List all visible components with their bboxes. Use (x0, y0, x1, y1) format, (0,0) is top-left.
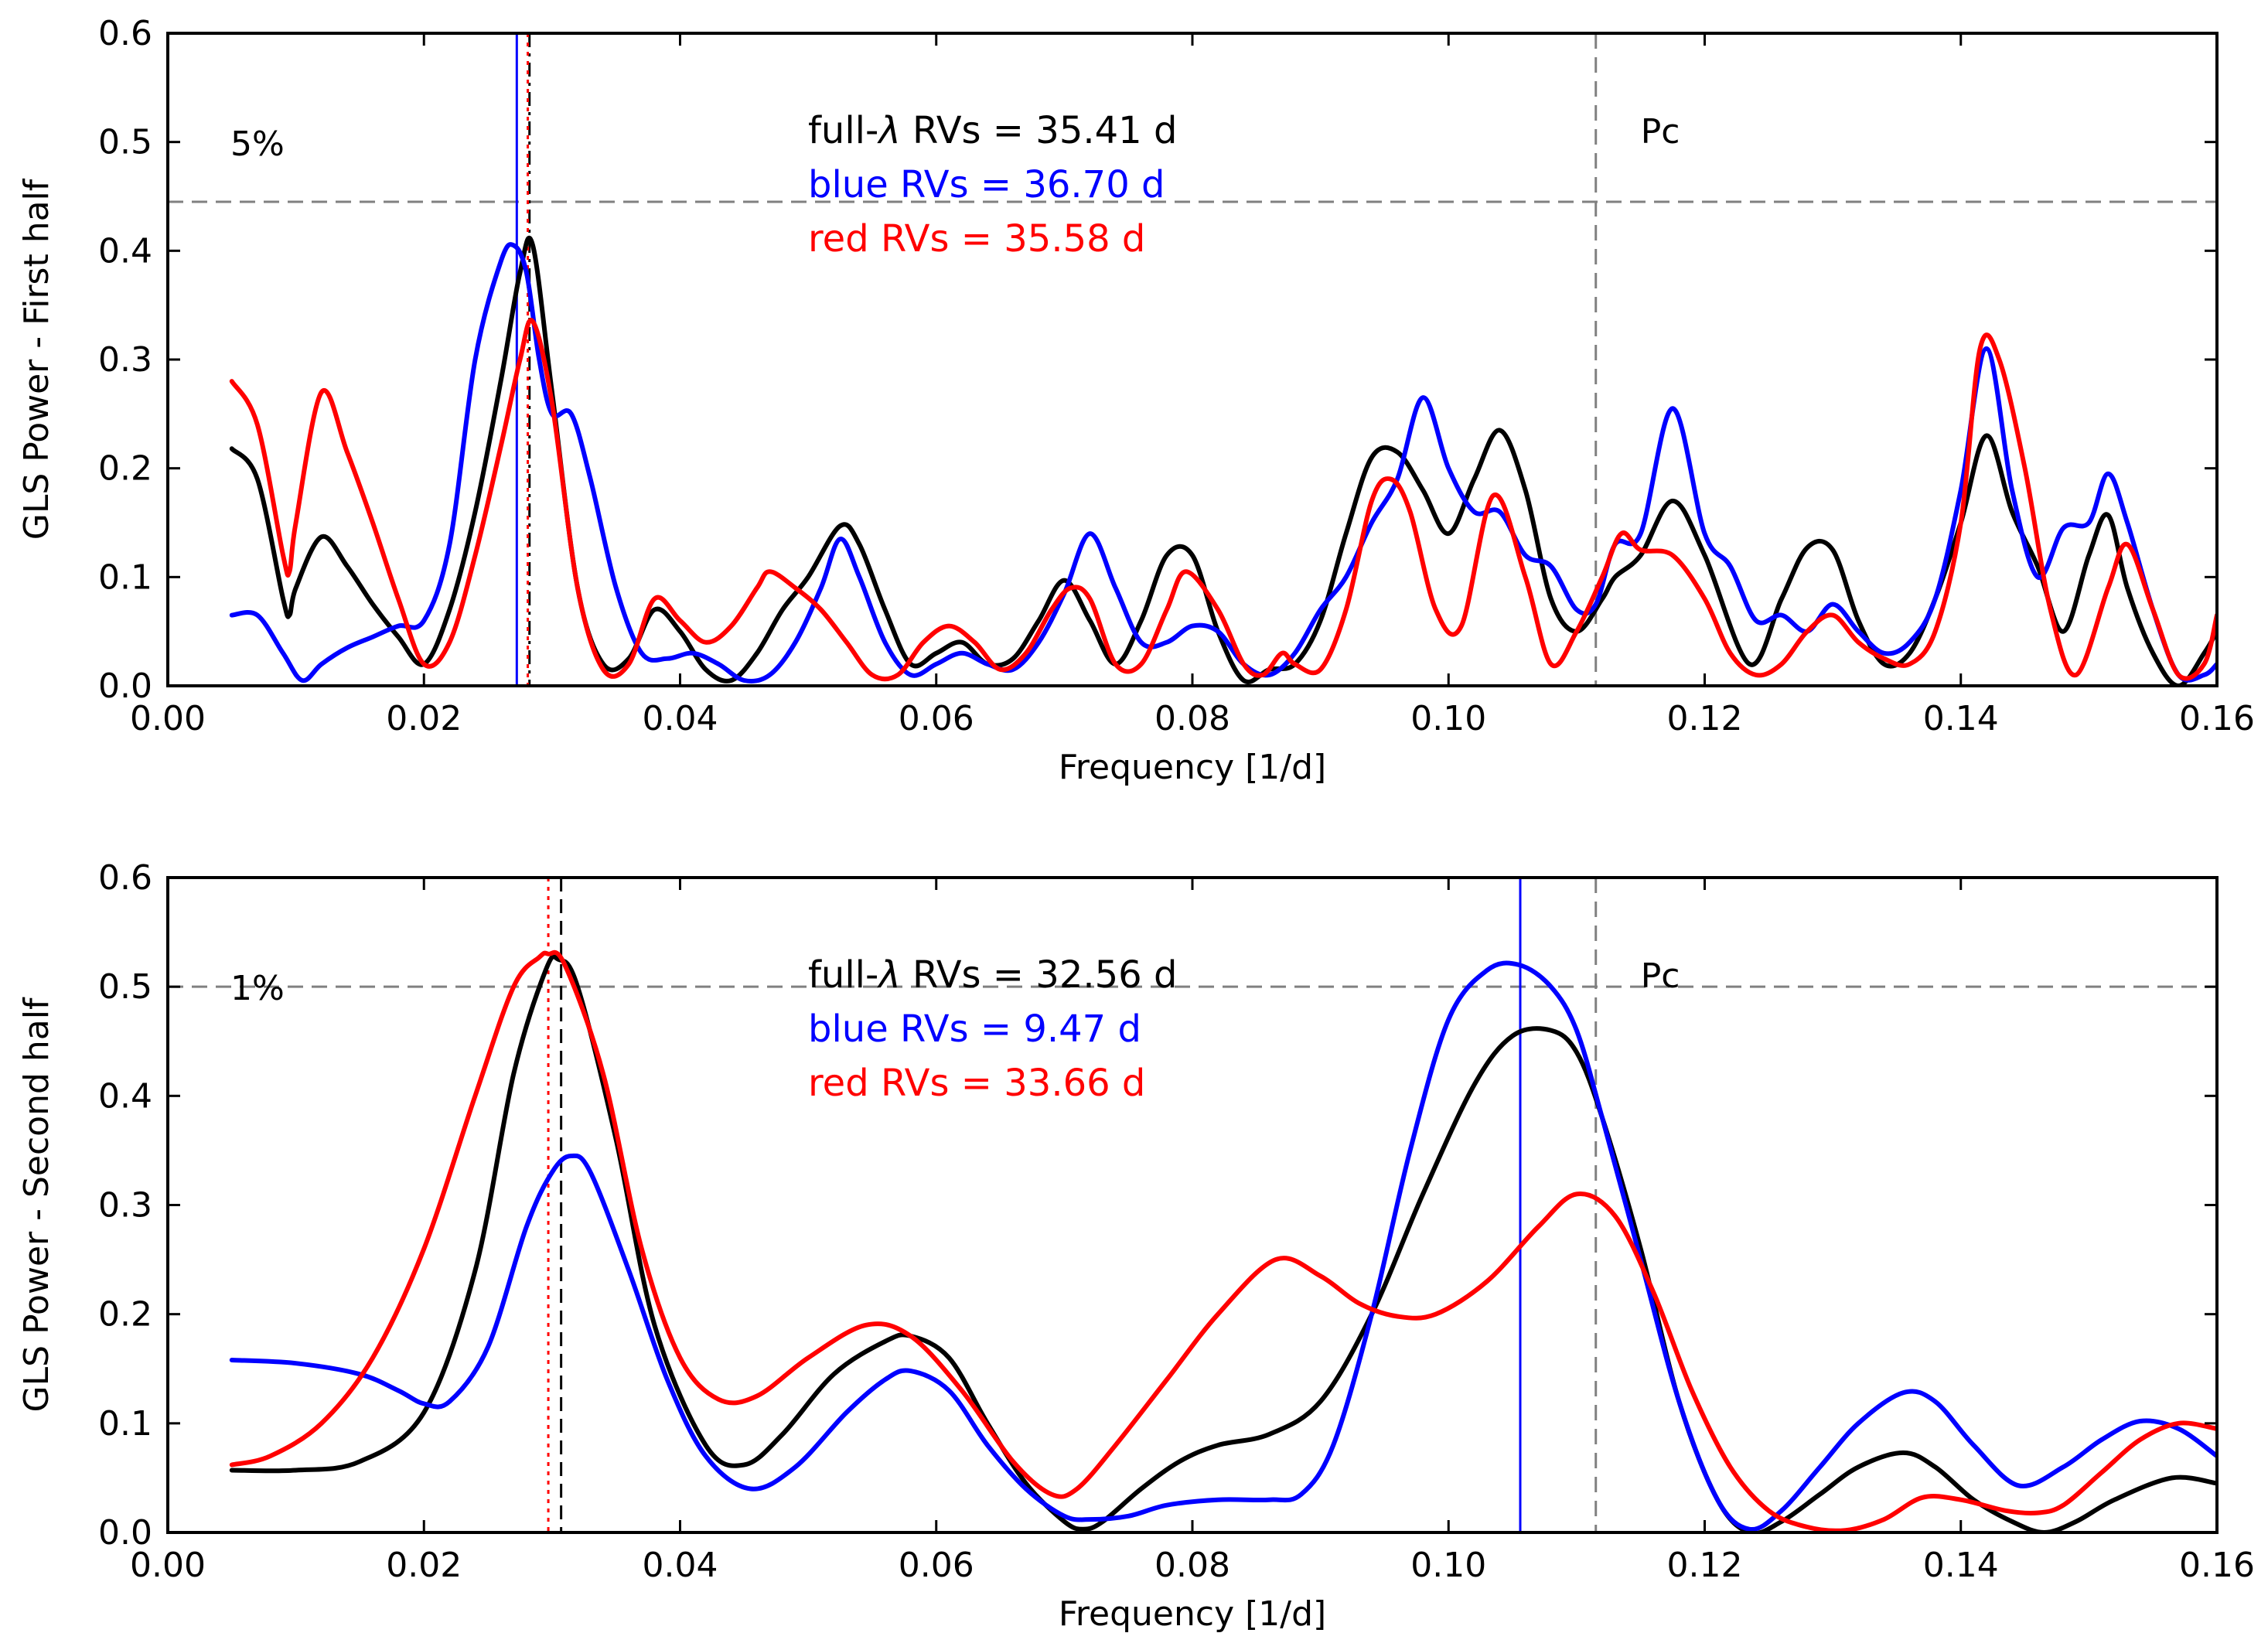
x-tick-label: 0.04 (643, 1546, 718, 1585)
x-tick-label: 0.08 (1154, 1546, 1230, 1585)
x-tick-label: 0.10 (1410, 1546, 1486, 1585)
x-tick-label: 0.16 (2179, 1546, 2255, 1585)
y-tick-label: 0.1 (98, 1404, 152, 1444)
x-tick-label: 0.02 (386, 1546, 462, 1585)
panel-first-half: 0.00 0.02 0.04 0.06 0.08 0.10 0.12 0.14 0.16 0.0 0… (17, 14, 2255, 787)
x-axis-label: Frequency [1/d] (1059, 748, 1326, 787)
fap-label: 5% (230, 124, 285, 164)
x-axis-label: Frequency [1/d] (1059, 1594, 1326, 1634)
series-line-red (229, 318, 2217, 682)
x-tick-label: 0.14 (1923, 699, 1999, 738)
y-tick-label: 0.3 (98, 340, 152, 380)
y-tick-label: 0.6 (98, 14, 152, 53)
legend-full: full-λ RVs = 35.41 d (808, 109, 1177, 152)
axes-frame (166, 876, 2219, 1534)
lambda-symbol: λ (876, 953, 900, 997)
y-tick-label: 0.6 (98, 858, 152, 898)
series-line-full (229, 954, 2217, 1532)
legend-red: red RVs = 33.66 d (808, 1062, 1145, 1105)
y-tick-label: 0.5 (98, 123, 152, 162)
legend-blue: blue RVs = 9.47 d (808, 1007, 1141, 1051)
panel-second-half: 0.00 0.02 0.04 0.06 0.08 0.10 0.12 0.14 0.16 0.0 0… (17, 858, 2255, 1634)
y-tick-label: 0.1 (98, 557, 152, 597)
x-tick-label: 0.00 (130, 1546, 206, 1585)
pc-label: Pc (1641, 956, 1680, 996)
series-line-red (229, 949, 2217, 1532)
legend-prefix: full- (808, 953, 878, 997)
x-tick-label: 0.00 (130, 699, 206, 738)
y-tick-label: 0.5 (98, 967, 152, 1007)
x-tick-label: 0.12 (1667, 699, 1743, 738)
lambda-symbol: λ (876, 109, 900, 152)
legend-value: RVs = 35.41 d (901, 109, 1178, 152)
y-tick-label: 0.2 (98, 1295, 152, 1335)
y-tick-label: 0.4 (98, 1076, 152, 1116)
x-tick-label: 0.16 (2179, 699, 2255, 738)
fap-label: 1% (230, 969, 285, 1008)
y-axis-label: GLS Power - First half (17, 178, 56, 540)
x-tick-label: 0.06 (899, 699, 974, 738)
x-tick-label: 0.12 (1667, 1546, 1743, 1585)
legend-prefix: full- (808, 109, 878, 152)
y-tick-label: 0.3 (98, 1186, 152, 1226)
legend-red: red RVs = 35.58 d (808, 217, 1145, 261)
x-tick-label: 0.10 (1410, 699, 1486, 738)
legend-full: full-λ RVs = 32.56 d (808, 953, 1177, 997)
x-tick-label: 0.06 (899, 1546, 974, 1585)
series-group (229, 235, 2217, 686)
x-tick-label: 0.14 (1923, 1546, 1999, 1585)
legend-value: RVs = 32.56 d (901, 953, 1178, 997)
x-tick-label: 0.04 (643, 699, 718, 738)
x-tick-label: 0.08 (1154, 699, 1230, 738)
pc-label: Pc (1641, 112, 1680, 152)
legend-blue: blue RVs = 36.70 d (808, 163, 1165, 206)
y-axis-label: GLS Power - Second half (17, 997, 56, 1412)
y-tick-label: 0.4 (98, 231, 152, 271)
y-tick-label: 0.0 (98, 1513, 152, 1553)
y-tick-label: 0.2 (98, 449, 152, 489)
series-line-full (229, 235, 2217, 686)
y-tick-label: 0.0 (98, 666, 152, 706)
x-tick-label: 0.02 (386, 699, 462, 738)
series-group (229, 949, 2217, 1532)
series-line-blue (229, 960, 2217, 1532)
